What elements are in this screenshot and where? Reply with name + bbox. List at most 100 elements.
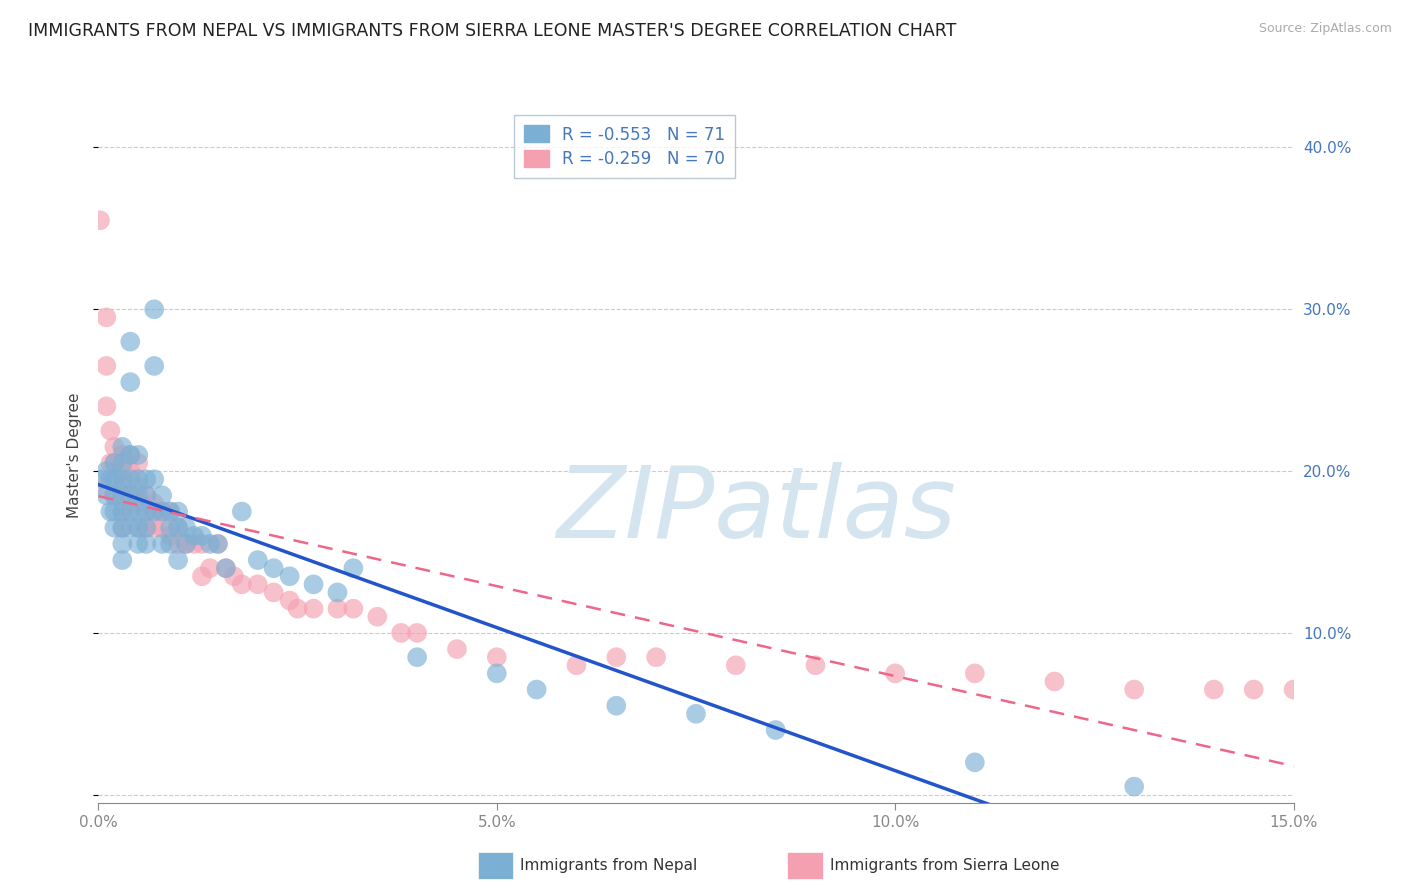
Point xyxy=(111,456,134,470)
Point xyxy=(183,537,205,551)
Point xyxy=(103,488,125,502)
Point xyxy=(111,537,134,551)
Point xyxy=(111,464,134,478)
Point xyxy=(167,537,190,551)
Point xyxy=(100,504,122,518)
Y-axis label: Master's Degree: Master's Degree xyxy=(67,392,83,517)
Point xyxy=(91,472,114,486)
Point xyxy=(150,537,173,551)
Point xyxy=(143,521,166,535)
Point xyxy=(150,504,173,518)
Point xyxy=(120,504,142,518)
Point xyxy=(127,521,149,535)
Point xyxy=(159,521,181,535)
Point xyxy=(159,504,181,518)
Point xyxy=(111,504,134,518)
Point xyxy=(143,504,166,518)
Point xyxy=(167,521,190,535)
Point xyxy=(167,521,190,535)
Legend: R = -0.553   N = 71, R = -0.259   N = 70: R = -0.553 N = 71, R = -0.259 N = 70 xyxy=(513,115,735,178)
Point xyxy=(366,609,388,624)
Point xyxy=(120,521,142,535)
Point xyxy=(103,472,125,486)
Point xyxy=(111,448,134,462)
Point xyxy=(406,626,429,640)
Point xyxy=(685,706,707,721)
Point xyxy=(143,504,166,518)
Point xyxy=(326,601,349,615)
Point xyxy=(135,472,157,486)
Point xyxy=(724,658,747,673)
Point xyxy=(120,334,142,349)
Point xyxy=(231,504,253,518)
Point xyxy=(120,472,142,486)
Point xyxy=(485,650,508,665)
Point xyxy=(100,456,122,470)
Point xyxy=(150,504,173,518)
Point xyxy=(342,561,364,575)
Text: ZIPatlas: ZIPatlas xyxy=(555,462,956,559)
Text: Immigrants from Nepal: Immigrants from Nepal xyxy=(520,858,697,872)
Point xyxy=(198,561,221,575)
Point xyxy=(103,521,125,535)
Point xyxy=(215,561,238,575)
Point xyxy=(103,488,125,502)
Point xyxy=(1123,780,1146,794)
Point xyxy=(246,577,269,591)
Point xyxy=(246,553,269,567)
Point xyxy=(191,529,214,543)
Point xyxy=(135,488,157,502)
Point xyxy=(963,756,986,770)
Point xyxy=(215,561,238,575)
Point xyxy=(143,496,166,510)
Point xyxy=(174,521,197,535)
Point xyxy=(111,521,134,535)
Point xyxy=(207,537,229,551)
Point xyxy=(278,593,301,607)
Text: Source: ZipAtlas.com: Source: ZipAtlas.com xyxy=(1258,22,1392,36)
Point xyxy=(159,504,181,518)
Point xyxy=(605,698,627,713)
Point xyxy=(103,472,125,486)
Point xyxy=(263,561,285,575)
Point xyxy=(1202,682,1225,697)
Point xyxy=(127,488,149,502)
Point xyxy=(111,440,134,454)
Point xyxy=(167,553,190,567)
Point xyxy=(135,521,157,535)
Point xyxy=(120,464,142,478)
Point xyxy=(127,472,149,486)
Point xyxy=(111,488,134,502)
Point xyxy=(342,601,364,615)
Point xyxy=(526,682,548,697)
Point xyxy=(143,472,166,486)
Point xyxy=(120,375,142,389)
Point xyxy=(183,529,205,543)
Point xyxy=(127,496,149,510)
Point xyxy=(103,504,125,518)
Point xyxy=(100,472,122,486)
Point xyxy=(135,537,157,551)
Point xyxy=(150,488,173,502)
Point xyxy=(103,456,125,470)
Point xyxy=(645,650,668,665)
Text: Immigrants from Sierra Leone: Immigrants from Sierra Leone xyxy=(830,858,1059,872)
Point xyxy=(120,488,142,502)
Point xyxy=(159,529,181,543)
Point xyxy=(127,504,149,518)
Point xyxy=(565,658,588,673)
Point xyxy=(167,504,190,518)
Point xyxy=(446,642,468,657)
Point xyxy=(231,577,253,591)
Point xyxy=(103,440,125,454)
Point xyxy=(135,504,157,518)
Point xyxy=(1123,682,1146,697)
Point xyxy=(804,658,827,673)
Point xyxy=(222,569,245,583)
Point xyxy=(278,569,301,583)
Point xyxy=(1043,674,1066,689)
Point xyxy=(127,456,149,470)
Point xyxy=(127,521,149,535)
Point xyxy=(198,537,221,551)
Point xyxy=(89,213,111,227)
